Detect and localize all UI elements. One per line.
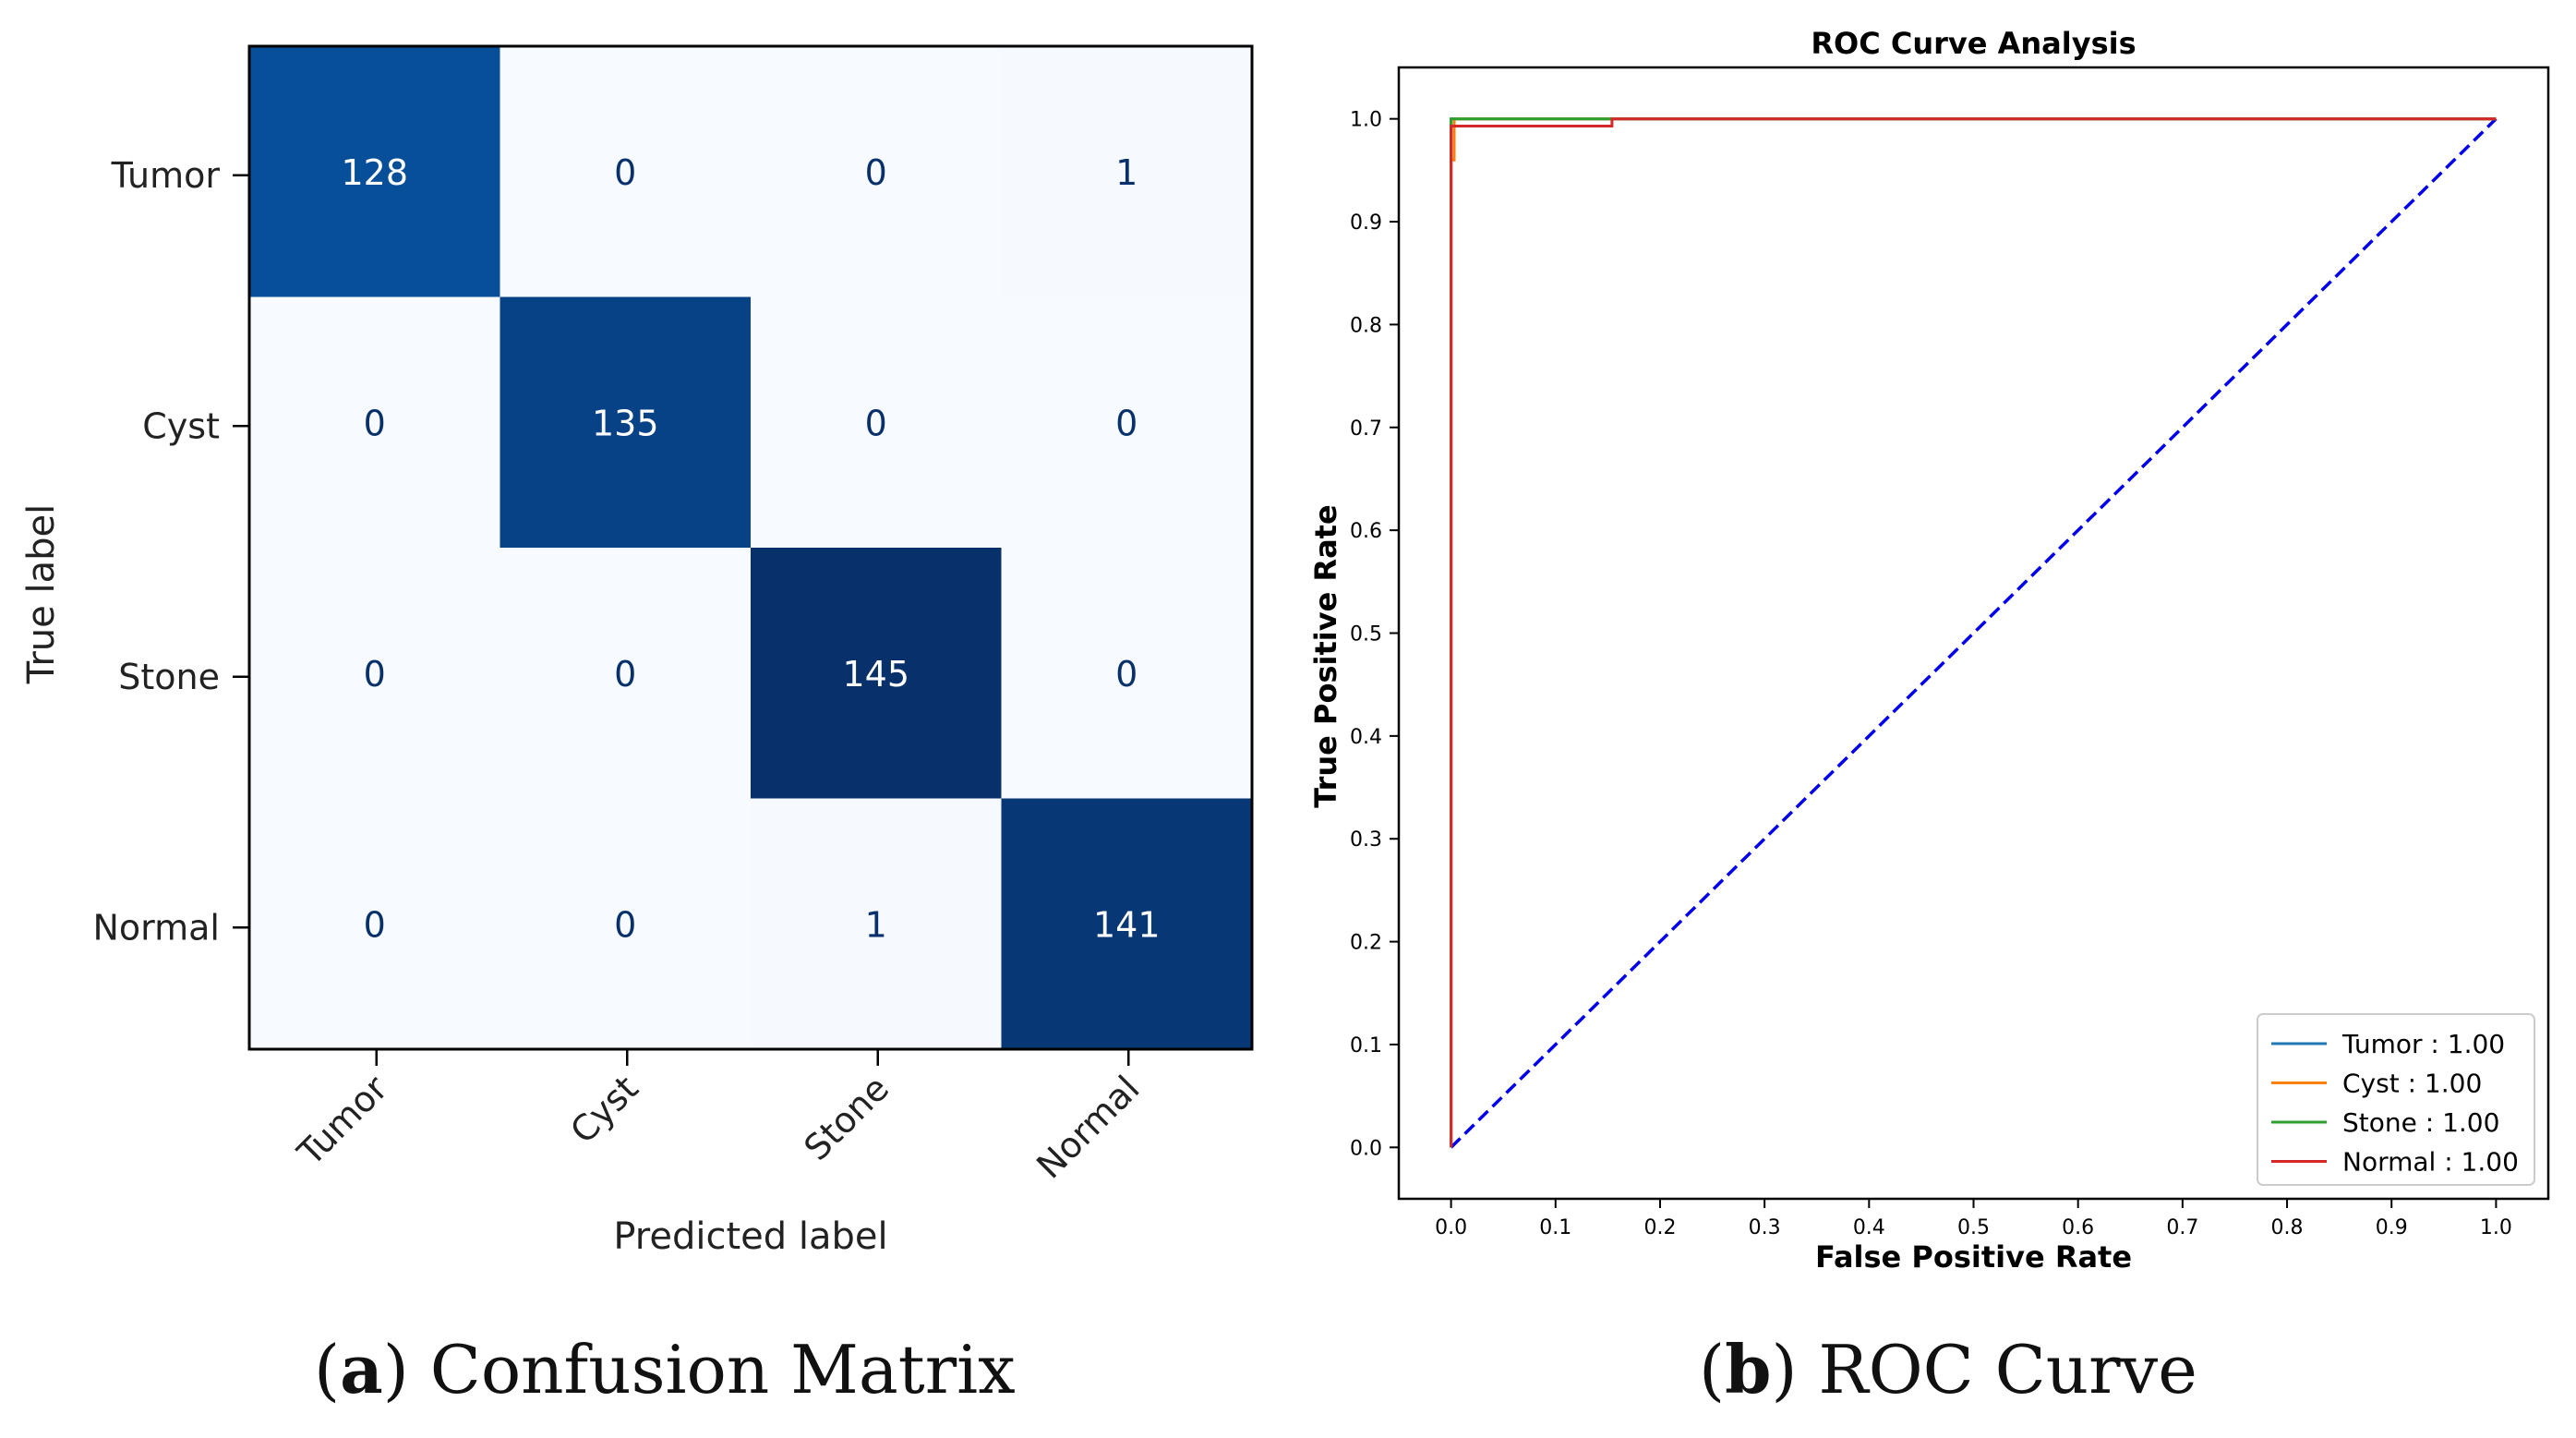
roc-x-tick-label: 0.8 — [2271, 1216, 2304, 1239]
cell-value-stone-normal: 0 — [1115, 654, 1138, 695]
cell-tumor-tumor — [249, 46, 500, 297]
caption-a-text: Confusion Matrix — [429, 1331, 1016, 1408]
caption-b: (b) ROC Curve — [1699, 1330, 2197, 1408]
roc-y-tick-label: 1.0 — [1350, 109, 1382, 132]
cell-value-cyst-tumor: 0 — [364, 403, 386, 443]
x-tick-label-normal: Normal — [1029, 1068, 1147, 1186]
roc-chance-diagonal — [1450, 117, 2498, 1149]
cell-value-cyst-stone: 0 — [865, 403, 887, 443]
roc-y-tick-label: 0.0 — [1350, 1137, 1382, 1160]
caption-a-letter: a — [340, 1330, 383, 1408]
legend-label-stone: Stone : 1.00 — [2342, 1107, 2499, 1138]
legend-label-normal: Normal : 1.00 — [2342, 1147, 2519, 1178]
roc-x-tick-label: 0.4 — [1853, 1216, 1885, 1239]
roc-y-tick-label: 0.8 — [1350, 314, 1382, 337]
roc-curve-chart: ROC Curve Analysis 0.0 0.1 0.2 0.3 0.4 0.5 0.6 0… — [1308, 26, 2550, 1275]
y-tick-label-tumor: Tumor — [111, 155, 221, 196]
confusion-matrix-chart: 128 0 0 1 0 135 0 0 0 0 145 0 0 0 1 141 Tumor Cyst Stone No… — [20, 44, 1254, 1258]
cell-cyst-tumor — [249, 296, 500, 549]
x-tick-label-stone: Stone — [796, 1068, 897, 1168]
cell-cyst-cyst — [500, 296, 752, 549]
roc-x-tick-label: 0.1 — [1539, 1216, 1571, 1239]
cell-tumor-normal — [1001, 46, 1253, 297]
cell-value-tumor-cyst: 0 — [614, 152, 636, 193]
legend-label-tumor: Tumor : 1.00 — [2341, 1029, 2505, 1059]
cell-normal-normal — [1001, 798, 1253, 1050]
x-tick-label-cyst: Cyst — [562, 1068, 645, 1151]
roc-x-tick-label: 0.2 — [1643, 1216, 1676, 1239]
cell-cyst-stone — [751, 296, 1002, 549]
roc-y-tick-label: 0.3 — [1350, 828, 1382, 852]
roc-x-tick-label: 0.5 — [1957, 1216, 1990, 1239]
confusion-matrix-frame — [247, 44, 1254, 1051]
roc-x-axis-label: False Positive Rate — [1815, 1239, 2132, 1275]
cell-tumor-stone — [751, 46, 1002, 297]
cell-value-cyst-cyst: 135 — [592, 403, 659, 443]
x-tick-label-tumor: Tumor — [289, 1068, 395, 1174]
roc-x-tick-label: 0.9 — [2376, 1216, 2408, 1239]
cell-stone-cyst — [500, 548, 752, 799]
y-tick-label-stone: Stone — [118, 657, 220, 697]
cell-value-stone-stone: 145 — [842, 654, 909, 695]
roc-y-tick-label: 0.9 — [1350, 211, 1382, 235]
cell-value-normal-stone: 1 — [865, 904, 887, 945]
cell-value-stone-cyst: 0 — [614, 654, 636, 695]
caption-b-text: ROC Curve — [1818, 1331, 2197, 1408]
cell-value-tumor-tumor: 128 — [341, 152, 408, 193]
cell-normal-stone — [751, 798, 1002, 1050]
cell-value-stone-tumor: 0 — [364, 654, 386, 695]
cell-normal-cyst — [500, 798, 752, 1050]
roc-x-tick-label: 0.6 — [2062, 1216, 2094, 1239]
roc-y-tick-label: 0.2 — [1350, 932, 1382, 955]
legend-label-cyst: Cyst : 1.00 — [2342, 1069, 2482, 1099]
cell-value-tumor-stone: 0 — [865, 152, 887, 193]
roc-y-tick-label: 0.1 — [1350, 1034, 1382, 1057]
cell-tumor-cyst — [500, 46, 752, 297]
roc-x-tick-label: 0.3 — [1749, 1216, 1781, 1239]
roc-legend-box — [2257, 1013, 2535, 1186]
roc-x-tick-label: 0.7 — [2166, 1216, 2198, 1239]
cell-value-tumor-normal: 1 — [1115, 152, 1138, 193]
y-tick-label-cyst: Cyst — [142, 405, 220, 446]
cell-stone-tumor — [249, 548, 500, 799]
y-tick-label-normal: Normal — [93, 907, 221, 948]
cell-value-cyst-normal: 0 — [1115, 403, 1138, 443]
roc-x-tick-label: 0.0 — [1435, 1216, 1467, 1239]
roc-y-axis-label: True Positive Rate — [1308, 504, 1343, 807]
cell-normal-tumor — [249, 798, 500, 1050]
roc-title: ROC Curve Analysis — [1811, 26, 2136, 61]
cell-value-normal-cyst: 0 — [614, 904, 636, 945]
roc-y-tick-label: 0.5 — [1350, 623, 1382, 646]
roc-x-tick-label: 1.0 — [2480, 1216, 2512, 1239]
x-axis-label: Predicted label — [613, 1215, 887, 1258]
caption-a: (a) Confusion Matrix — [314, 1330, 1016, 1408]
cell-stone-normal — [1001, 548, 1253, 799]
roc-y-tick-label: 0.7 — [1350, 417, 1382, 441]
cell-value-normal-tumor: 0 — [364, 904, 386, 945]
roc-line-normal — [1450, 117, 2497, 1148]
caption-b-letter: b — [1725, 1330, 1772, 1408]
cell-stone-stone — [751, 548, 1002, 799]
y-axis-label: True label — [20, 504, 63, 684]
roc-y-tick-label: 0.6 — [1350, 520, 1382, 543]
roc-y-tick-label: 0.4 — [1350, 726, 1382, 749]
cell-value-normal-normal: 141 — [1093, 904, 1161, 945]
cell-cyst-normal — [1001, 296, 1253, 549]
